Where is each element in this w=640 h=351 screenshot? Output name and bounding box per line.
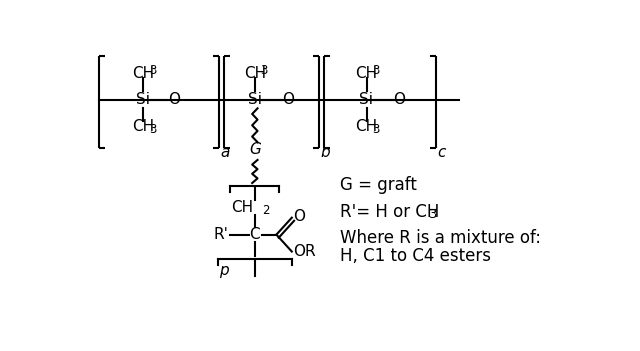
Text: 3: 3 — [372, 122, 380, 135]
Text: O: O — [293, 208, 305, 224]
Text: 3: 3 — [148, 64, 156, 77]
Text: R'= H or CH: R'= H or CH — [340, 203, 439, 220]
Text: Si: Si — [136, 92, 150, 107]
Text: p: p — [220, 263, 229, 278]
Text: CH: CH — [244, 66, 266, 81]
Text: b: b — [320, 145, 330, 160]
Text: G: G — [249, 143, 260, 157]
Text: 3: 3 — [260, 64, 268, 77]
Text: O: O — [282, 92, 294, 107]
Text: H, C1 to C4 esters: H, C1 to C4 esters — [340, 247, 490, 265]
Text: Si: Si — [248, 92, 262, 107]
Text: OR: OR — [293, 244, 316, 259]
Text: C: C — [250, 227, 260, 242]
Text: 3: 3 — [429, 208, 437, 221]
Text: c: c — [437, 145, 445, 160]
Text: CH: CH — [355, 66, 378, 81]
Text: R': R' — [213, 227, 228, 242]
Text: CH: CH — [355, 119, 378, 133]
Text: a: a — [220, 145, 230, 160]
Text: O: O — [394, 92, 406, 107]
Text: G = graft: G = graft — [340, 176, 417, 193]
Text: 2: 2 — [262, 204, 269, 217]
Text: Where R is a mixture of:: Where R is a mixture of: — [340, 230, 541, 247]
Text: 3: 3 — [372, 64, 380, 77]
Text: CH: CH — [132, 66, 154, 81]
Text: O: O — [168, 92, 180, 107]
Text: Si: Si — [360, 92, 374, 107]
Text: CH: CH — [132, 119, 154, 133]
Text: CH: CH — [231, 200, 253, 215]
Text: 3: 3 — [148, 122, 156, 135]
